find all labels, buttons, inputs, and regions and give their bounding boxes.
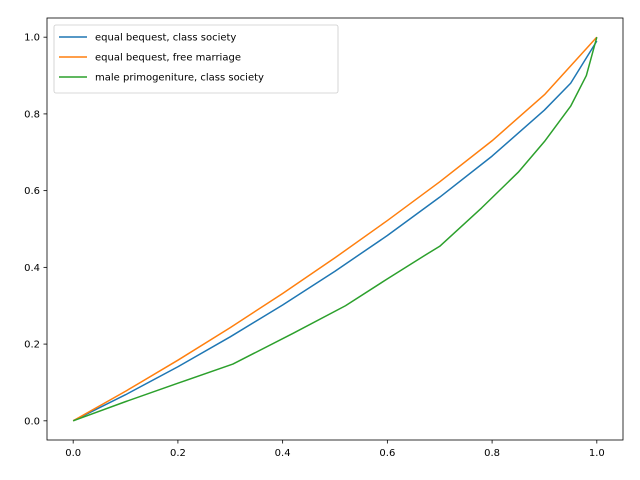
y-tick-label: 1.0 bbox=[24, 33, 40, 44]
x-tick-label: 0.4 bbox=[275, 448, 291, 459]
axis-ticks: 0.0 0.2 0.4 0.6 0.8 1.0 0.0 0.2 0.4 0.6 0.8 1.0 bbox=[24, 33, 605, 459]
x-tick-label: 1.0 bbox=[589, 448, 605, 459]
plot-frame bbox=[46, 17, 624, 441]
x-tick-label: 0.8 bbox=[484, 448, 500, 459]
x-tick-label: 0.2 bbox=[170, 448, 186, 459]
legend-label-2: equal bequest, free marriage bbox=[95, 53, 241, 64]
legend: equal bequest, class society equal beques… bbox=[53, 24, 339, 94]
y-tick-label: 0.0 bbox=[24, 416, 40, 427]
series-line-1 bbox=[72, 40, 598, 422]
x-tick-label: 0.6 bbox=[379, 448, 395, 459]
legend-label-3: male primogeniture, class society bbox=[95, 73, 264, 84]
y-tick-label: 0.2 bbox=[24, 340, 40, 351]
y-tick-label: 0.8 bbox=[24, 109, 40, 120]
x-tick-label: 0.0 bbox=[65, 448, 81, 459]
series-line-3 bbox=[72, 36, 598, 422]
legend-label-1: equal bequest, class society bbox=[95, 33, 236, 44]
y-tick-label: 0.6 bbox=[24, 186, 40, 197]
legend-box bbox=[53, 24, 339, 94]
series-line-2 bbox=[72, 36, 598, 422]
series-lines bbox=[72, 36, 598, 422]
y-tick-label: 0.4 bbox=[24, 263, 40, 274]
